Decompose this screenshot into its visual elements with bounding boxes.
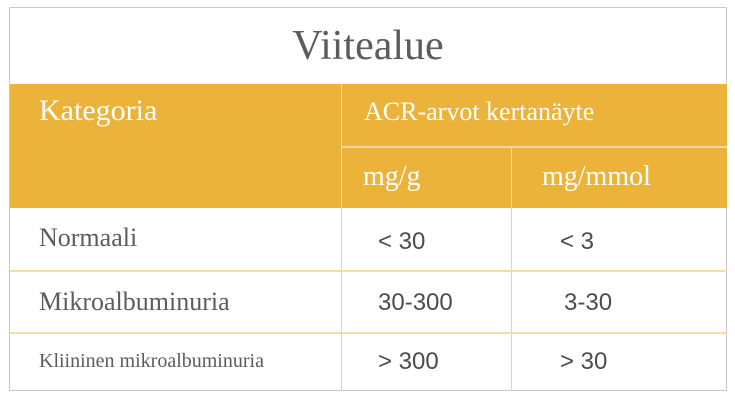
header-col-divider — [341, 84, 342, 208]
row-category: Normaali — [39, 223, 138, 252]
row-category: Mikroalbuminuria — [39, 287, 230, 316]
row-mg-mmol: > 30 — [560, 348, 608, 375]
row-divider — [10, 332, 727, 334]
header-unit1: mg/g — [363, 161, 421, 192]
row-mg-g: 30-300 — [378, 289, 453, 316]
reference-table: Viitealue Kategoria ACR-arvot kertanäyte… — [9, 7, 727, 391]
header-unit2: mg/mmol — [542, 161, 651, 192]
col-divider — [511, 208, 512, 391]
row-category: Kliininen mikroalbuminuria — [39, 350, 264, 372]
row-mg-g: > 300 — [378, 348, 439, 375]
table-title: Viitealue — [292, 23, 444, 69]
row-mg-mmol: < 3 — [560, 228, 595, 255]
header-group-cell: ACR-arvot kertanäyte — [341, 84, 727, 146]
row-divider — [10, 270, 727, 272]
header-unit1-cell: mg/g — [341, 147, 511, 208]
header-group: ACR-arvot kertanäyte — [364, 97, 595, 126]
header-unit2-cell: mg/mmol — [512, 147, 727, 208]
header-col-divider — [511, 147, 512, 208]
col-divider — [341, 208, 342, 391]
header-category-cell: Kategoria — [10, 84, 341, 208]
header-divider — [341, 146, 727, 148]
row-mg-g: < 30 — [378, 228, 426, 255]
header-category: Kategoria — [39, 94, 158, 127]
row-mg-mmol: 3-30 — [564, 289, 613, 316]
